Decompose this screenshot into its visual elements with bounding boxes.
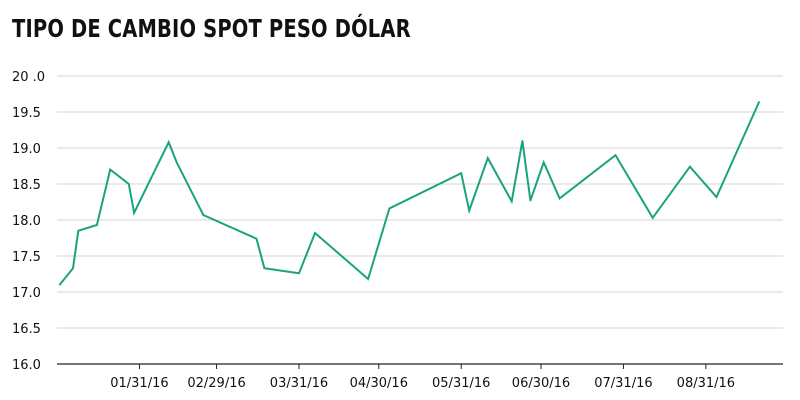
x-tick-label: 05/31/16 xyxy=(432,376,490,391)
y-tick-label: 18.5 xyxy=(12,178,41,193)
data-point xyxy=(558,197,561,200)
x-tick-label: 02/29/16 xyxy=(187,376,245,391)
data-point xyxy=(651,217,654,219)
data-point xyxy=(529,199,532,202)
data-point xyxy=(58,284,61,286)
data-point xyxy=(72,267,74,270)
x-tick-label: 04/30/16 xyxy=(350,376,408,391)
x-tick-label: 06/30/16 xyxy=(512,376,570,391)
data-point xyxy=(175,161,178,164)
data-point xyxy=(133,212,135,214)
tick-labels: 16.0 16.5 17.0 17.5 18.0 18.5 19.0 19.5 20 .0 01/… xyxy=(12,70,735,391)
data-point xyxy=(542,161,545,164)
data-point xyxy=(689,165,691,168)
x-tick-label: 08/31/16 xyxy=(677,376,735,391)
y-tick-label: 16.5 xyxy=(12,322,41,337)
data-point xyxy=(255,237,258,240)
data-point xyxy=(77,230,80,232)
data-point xyxy=(510,200,513,203)
x-tick-label: 01/31/16 xyxy=(110,376,168,391)
y-tick-label: 18.0 xyxy=(12,214,41,229)
y-tick-label: 16.0 xyxy=(12,358,41,373)
series-line xyxy=(58,101,761,286)
data-point xyxy=(388,207,391,210)
y-tick-label: 17.5 xyxy=(12,250,41,265)
data-point xyxy=(167,141,170,144)
gridlines xyxy=(57,75,783,329)
data-point xyxy=(521,140,524,142)
y-tick-label: 20 .0 xyxy=(12,70,45,85)
data-point xyxy=(96,224,98,226)
x-tick-label: 07/31/16 xyxy=(594,376,652,391)
data-point xyxy=(128,183,130,185)
data-point xyxy=(487,157,489,159)
data-point xyxy=(468,209,470,212)
data-point xyxy=(109,168,111,171)
axes xyxy=(57,363,783,369)
data-point xyxy=(715,196,718,198)
data-point xyxy=(460,172,463,174)
y-tick-label: 17.0 xyxy=(12,286,41,301)
data-point xyxy=(614,154,617,156)
data-point xyxy=(758,101,760,103)
chart-title: TIPO DE CAMBIO SPOT PESO DÓLAR xyxy=(12,14,411,43)
data-point xyxy=(314,232,316,234)
x-tick-label: 03/31/16 xyxy=(270,376,328,391)
y-tick-label: 19.5 xyxy=(12,106,41,121)
data-point xyxy=(298,272,300,275)
data-point xyxy=(263,267,266,270)
data-point xyxy=(202,214,205,216)
series-group xyxy=(58,101,761,286)
data-point xyxy=(367,278,369,280)
y-tick-label: 19.0 xyxy=(12,142,41,157)
